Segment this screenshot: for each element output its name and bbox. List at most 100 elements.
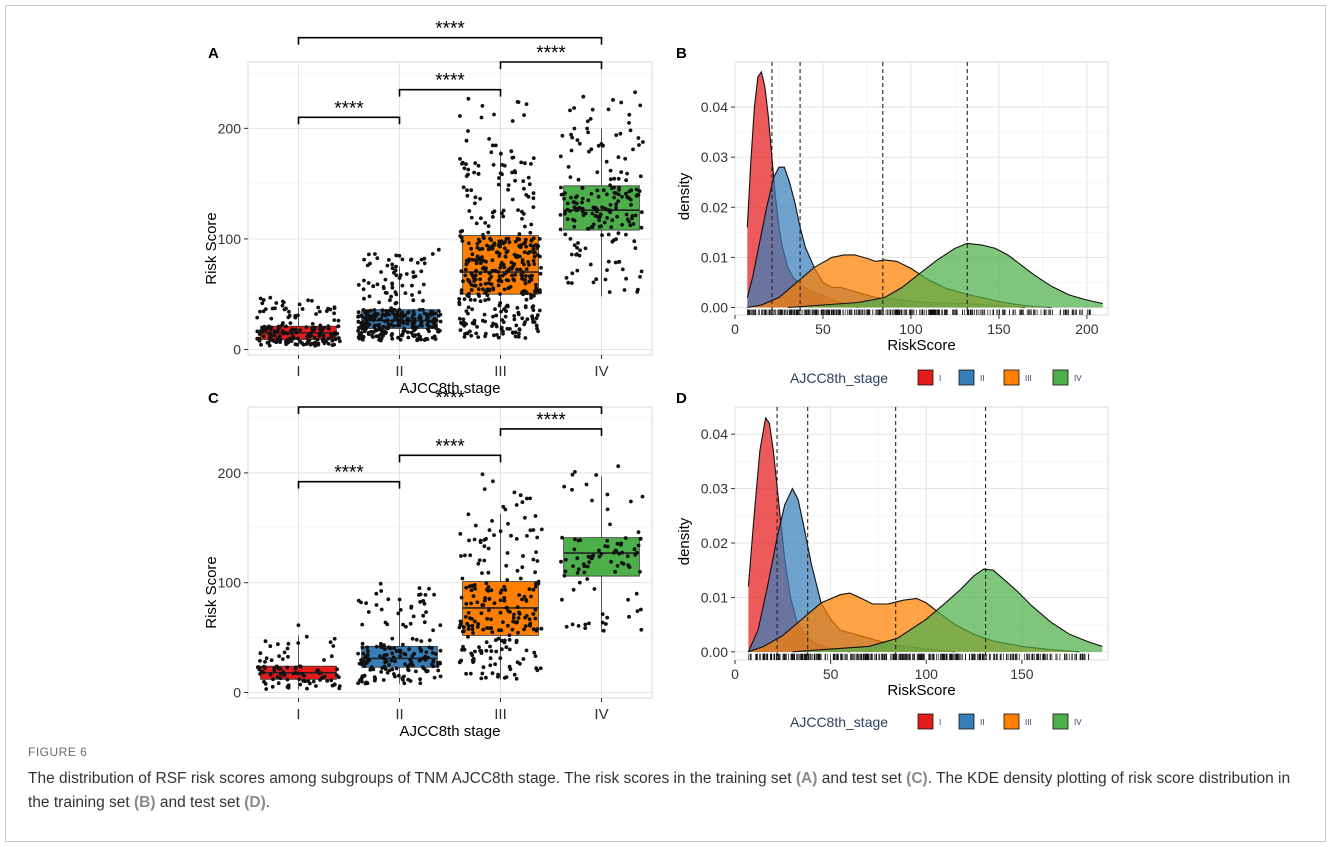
data-point xyxy=(459,269,464,274)
data-point xyxy=(633,90,637,95)
data-point xyxy=(484,581,489,586)
data-point xyxy=(562,196,566,201)
density-areas xyxy=(746,70,1103,315)
data-point xyxy=(461,279,465,284)
data-point xyxy=(558,227,563,232)
data-point xyxy=(486,585,491,589)
data-point xyxy=(483,291,487,295)
data-point xyxy=(422,261,427,266)
data-point xyxy=(571,587,576,592)
panel-letter: A xyxy=(208,45,219,62)
data-point xyxy=(531,156,536,161)
data-point xyxy=(510,119,515,123)
y-axis-title: density xyxy=(676,517,693,565)
data-point xyxy=(379,641,383,646)
data-point xyxy=(518,267,523,272)
data-point xyxy=(432,316,437,321)
data-point xyxy=(269,316,274,321)
data-point xyxy=(363,327,368,331)
data-point xyxy=(268,338,272,342)
data-point xyxy=(438,648,443,653)
data-point xyxy=(421,307,425,312)
data-point xyxy=(488,644,492,649)
data-point xyxy=(282,650,287,655)
data-point xyxy=(616,199,621,204)
data-point xyxy=(329,654,334,659)
data-point xyxy=(634,187,639,192)
data-point xyxy=(481,232,485,237)
data-point xyxy=(606,232,611,237)
data-point xyxy=(618,131,623,136)
data-point xyxy=(516,334,521,339)
data-point xyxy=(469,333,474,338)
data-point xyxy=(300,341,304,345)
data-point xyxy=(390,651,395,656)
data-point xyxy=(300,672,305,676)
data-point xyxy=(523,237,528,242)
data-point xyxy=(492,243,496,248)
data-point xyxy=(360,622,365,627)
data-point xyxy=(390,319,395,323)
data-point xyxy=(608,177,613,182)
data-point xyxy=(356,335,361,340)
data-point xyxy=(409,330,414,335)
data-point xyxy=(634,591,639,596)
x-tick-label: II xyxy=(395,363,403,380)
data-point xyxy=(424,610,428,614)
data-point xyxy=(625,217,630,222)
data-point xyxy=(581,94,586,99)
data-point xyxy=(490,268,495,273)
data-point xyxy=(531,258,536,263)
data-point xyxy=(639,225,644,230)
data-point xyxy=(616,192,621,197)
data-point xyxy=(563,232,568,237)
data-point xyxy=(434,652,438,656)
caption-ref-c[interactable]: (C) xyxy=(906,770,928,787)
data-point xyxy=(471,594,476,598)
data-point xyxy=(499,260,504,265)
data-point xyxy=(336,324,341,329)
data-point xyxy=(257,336,261,341)
data-point xyxy=(620,550,624,555)
data-point xyxy=(406,677,411,682)
data-point xyxy=(419,257,424,262)
data-point xyxy=(505,249,510,254)
caption-ref-b[interactable]: (B) xyxy=(133,794,156,811)
caption-ref-a[interactable]: (A) xyxy=(795,770,818,787)
data-point xyxy=(481,603,486,607)
data-point xyxy=(491,286,496,291)
data-point xyxy=(425,312,430,317)
caption-ref-d[interactable]: (D) xyxy=(244,794,266,811)
data-point xyxy=(263,666,267,670)
data-point xyxy=(637,143,641,147)
data-point xyxy=(472,537,477,542)
data-point xyxy=(533,570,537,575)
data-point xyxy=(529,238,534,243)
data-point xyxy=(397,597,402,602)
caption-text-1: The distribution of RSF risk scores amon… xyxy=(28,770,796,787)
data-point xyxy=(620,267,625,272)
data-point xyxy=(467,209,472,213)
data-point xyxy=(330,343,335,347)
data-point xyxy=(470,623,475,628)
data-point xyxy=(489,649,494,653)
data-point xyxy=(534,323,539,328)
data-point xyxy=(417,586,422,590)
data-point xyxy=(589,147,594,152)
data-point xyxy=(532,294,536,298)
data-point xyxy=(490,671,495,676)
data-point xyxy=(379,670,384,674)
data-point xyxy=(387,668,392,673)
data-point xyxy=(533,654,538,658)
caption-text-5: . xyxy=(265,794,271,811)
data-point xyxy=(641,140,645,144)
data-point xyxy=(572,126,577,131)
data-point xyxy=(468,329,472,334)
data-point xyxy=(512,252,517,257)
data-point xyxy=(498,266,503,270)
data-point xyxy=(619,561,624,565)
data-point xyxy=(436,661,440,665)
data-point xyxy=(470,617,474,621)
data-point xyxy=(586,130,590,135)
data-point xyxy=(269,325,274,330)
